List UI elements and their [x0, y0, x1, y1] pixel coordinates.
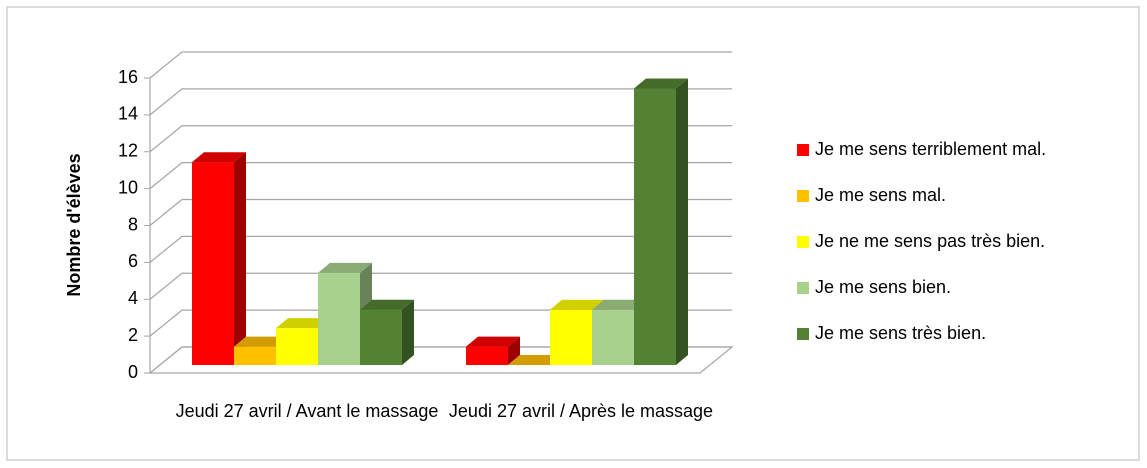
- grid-line: [149, 198, 732, 226]
- y-axis-label: Nombre d'élèves: [64, 153, 84, 296]
- grid-line: [149, 88, 732, 116]
- bar-face: [402, 299, 414, 365]
- bar-face: [676, 78, 688, 365]
- y-tick-label: 2: [128, 325, 138, 345]
- y-tick-label: 12: [118, 141, 138, 161]
- legend-label: Je me sens mal.: [815, 185, 946, 205]
- bar-face: [318, 272, 360, 365]
- grid-line: [149, 272, 732, 300]
- legend-swatch: [797, 282, 809, 294]
- bar-face: [508, 355, 562, 365]
- y-tick-label: 8: [128, 214, 138, 234]
- legend-swatch: [797, 328, 809, 340]
- bar-face: [634, 78, 688, 89]
- bar-face: [360, 309, 402, 365]
- bar-face: [550, 309, 592, 365]
- legend-swatch: [797, 144, 809, 156]
- y-tick-label: 0: [128, 362, 138, 382]
- bar-face: [276, 318, 330, 329]
- bar: [360, 299, 414, 365]
- grid-line: [149, 125, 732, 153]
- bar: [466, 336, 520, 365]
- y-tick-label: 10: [118, 177, 138, 197]
- legend-label: Je ne me sens pas très bien.: [815, 231, 1045, 251]
- y-tick-label: 4: [128, 288, 138, 308]
- legend-label: Je me sens terriblement mal.: [815, 139, 1046, 159]
- bar-face: [192, 152, 246, 163]
- bar: [508, 355, 562, 365]
- bar-face: [360, 299, 414, 310]
- bar-face: [192, 162, 234, 365]
- bar-face: [276, 328, 318, 365]
- grid-line: [149, 235, 732, 263]
- bar-face: [466, 336, 520, 347]
- y-tick-label: 16: [118, 67, 138, 87]
- bar-face: [234, 152, 246, 365]
- grid-line: [149, 346, 732, 374]
- bar-face: [234, 336, 288, 347]
- bar-face: [634, 88, 676, 365]
- grid-line: [149, 51, 732, 79]
- x-tick-label: Jeudi 27 avril / Après le massage: [448, 401, 714, 421]
- bar-face: [466, 346, 508, 365]
- bar-face: [234, 346, 276, 365]
- legend-label: Je me sens bien.: [815, 277, 951, 297]
- grid-line: [149, 162, 732, 190]
- y-tick-label: 14: [118, 104, 138, 124]
- bar-face: [592, 309, 634, 365]
- legend-swatch: [797, 236, 809, 248]
- legend-label: Je me sens très bien.: [815, 323, 986, 343]
- bar: [634, 78, 688, 365]
- bar: [192, 152, 246, 365]
- bar-face: [508, 336, 520, 365]
- x-tick-label: Jeudi 27 avril / Avant le massage: [175, 401, 439, 421]
- grid-line: [149, 309, 732, 337]
- legend-swatch: [797, 190, 809, 202]
- bar-face: [592, 299, 646, 310]
- y-tick-label: 6: [128, 251, 138, 271]
- bar-face: [318, 262, 372, 273]
- bar-face: [550, 299, 604, 310]
